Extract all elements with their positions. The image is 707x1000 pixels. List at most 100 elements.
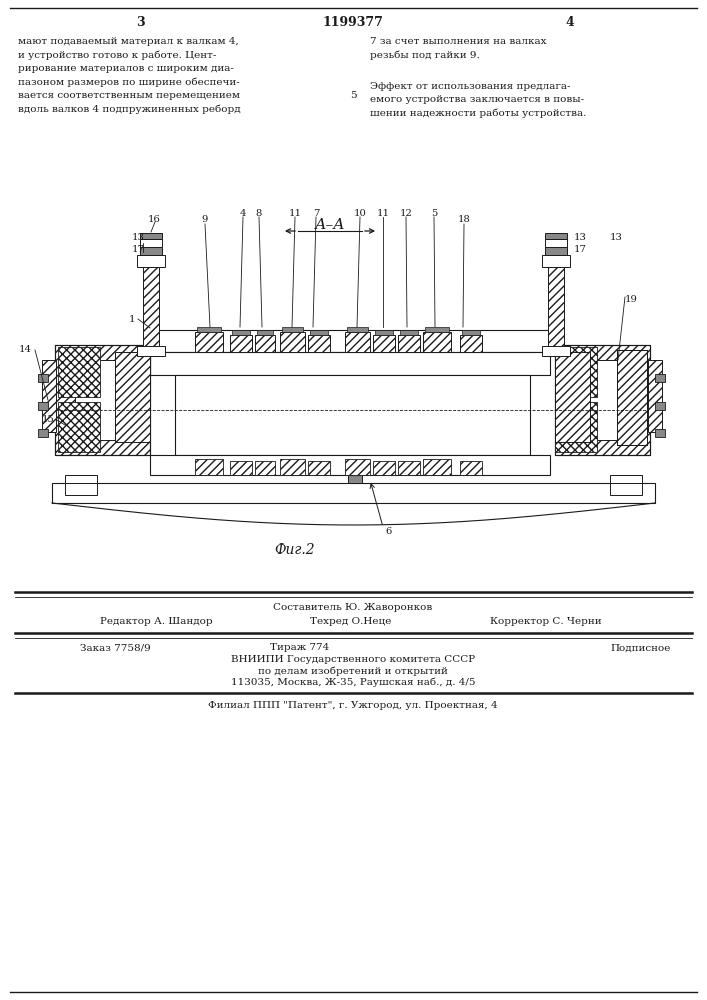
Bar [545,233,567,239]
Text: 14: 14 [19,346,32,355]
Bar [610,475,642,483]
Bar [617,350,647,445]
Bar [373,461,395,475]
Bar [197,327,221,332]
Text: 15: 15 [42,416,55,424]
Text: 5: 5 [431,209,437,218]
Text: 7: 7 [312,209,319,218]
Text: Составитель Ю. Жаворонков: Составитель Ю. Жаворонков [274,603,433,612]
Bar [542,346,570,356]
Bar [400,330,418,335]
Bar [257,330,273,335]
Text: 4: 4 [240,209,246,218]
Bar [38,402,48,410]
Bar [555,402,597,452]
Bar [460,461,482,475]
Bar [42,360,56,432]
Text: 17: 17 [574,245,587,254]
Text: А–А: А–А [315,218,345,232]
Bar [140,233,162,239]
Text: и устройство готово к работе. Цент-: и устройство готово к работе. Цент- [18,50,216,60]
Text: Эффект от использования предлага-: Эффект от использования предлага- [370,82,571,91]
Bar [398,461,420,475]
Bar [308,335,330,352]
Text: 3: 3 [136,15,144,28]
Text: 4: 4 [566,15,574,28]
Bar [137,346,165,356]
Text: 12: 12 [399,209,412,218]
Bar [308,461,330,475]
Bar [55,345,150,455]
Bar [345,459,370,475]
Bar [655,402,665,410]
Bar [175,375,530,455]
Bar [555,345,650,455]
Text: Редактор А. Шандор: Редактор А. Шандор [100,617,213,626]
Bar [65,475,97,483]
Bar [58,402,100,452]
Text: 19: 19 [625,296,638,304]
Bar [282,327,303,332]
Text: рирование материалов с широким диа-: рирование материалов с широким диа- [18,64,234,73]
Text: 16: 16 [148,216,160,225]
Text: 13: 13 [132,232,145,241]
Text: 8: 8 [256,209,262,218]
Bar [255,461,275,475]
Text: 10: 10 [354,209,366,218]
Text: Филиал ППП "Патент", г. Ужгород, ул. Проектная, 4: Филиал ППП "Патент", г. Ужгород, ул. Про… [208,702,498,710]
Text: 1: 1 [129,316,135,324]
Bar [345,332,370,352]
Bar [555,347,597,397]
Text: Тираж 774: Тираж 774 [270,644,329,652]
Bar [58,347,100,397]
Bar [38,374,48,382]
Text: Корректор С. Черни: Корректор С. Черни [490,617,602,626]
Bar [195,332,223,352]
Bar [150,330,550,352]
Bar [310,330,328,335]
Bar [423,332,451,352]
Bar [230,335,252,352]
Bar [75,360,130,440]
Text: вдоль валков 4 подпружиненных реборд: вдоль валков 4 подпружиненных реборд [18,104,240,114]
Bar [555,352,590,442]
Text: 11: 11 [377,209,390,218]
Bar [655,374,665,382]
Bar [52,483,655,503]
Text: 17: 17 [132,245,145,254]
Text: резьбы под гайки 9.: резьбы под гайки 9. [370,50,480,60]
Bar [280,332,305,352]
Bar [398,335,420,352]
Bar [348,461,362,483]
Bar [344,455,366,462]
Text: 18: 18 [457,216,470,225]
Bar [542,255,570,267]
Bar [610,483,642,495]
Bar [545,239,567,247]
Text: 9: 9 [201,216,208,225]
Text: 13: 13 [574,232,587,241]
Bar [460,335,482,352]
Bar [115,352,150,442]
Text: Фиг.2: Фиг.2 [275,543,315,557]
Text: 11: 11 [288,209,301,218]
Bar [150,455,550,475]
Bar [655,429,665,437]
Text: пазоном размеров по ширине обеспечи-: пазоном размеров по ширине обеспечи- [18,78,240,87]
Bar [548,267,564,352]
Text: 13: 13 [610,232,623,241]
Bar [648,360,662,432]
Text: вается соответственным перемещением: вается соответственным перемещением [18,91,240,100]
Bar [143,267,159,352]
Bar [555,345,650,455]
Bar [38,429,48,437]
Bar [575,360,630,440]
Text: Подписное: Подписное [610,644,670,652]
Bar [280,459,305,475]
Bar [375,330,393,335]
Bar [140,239,162,247]
Bar [462,330,480,335]
Bar [137,255,165,267]
Bar [423,459,451,475]
Bar [617,350,647,445]
